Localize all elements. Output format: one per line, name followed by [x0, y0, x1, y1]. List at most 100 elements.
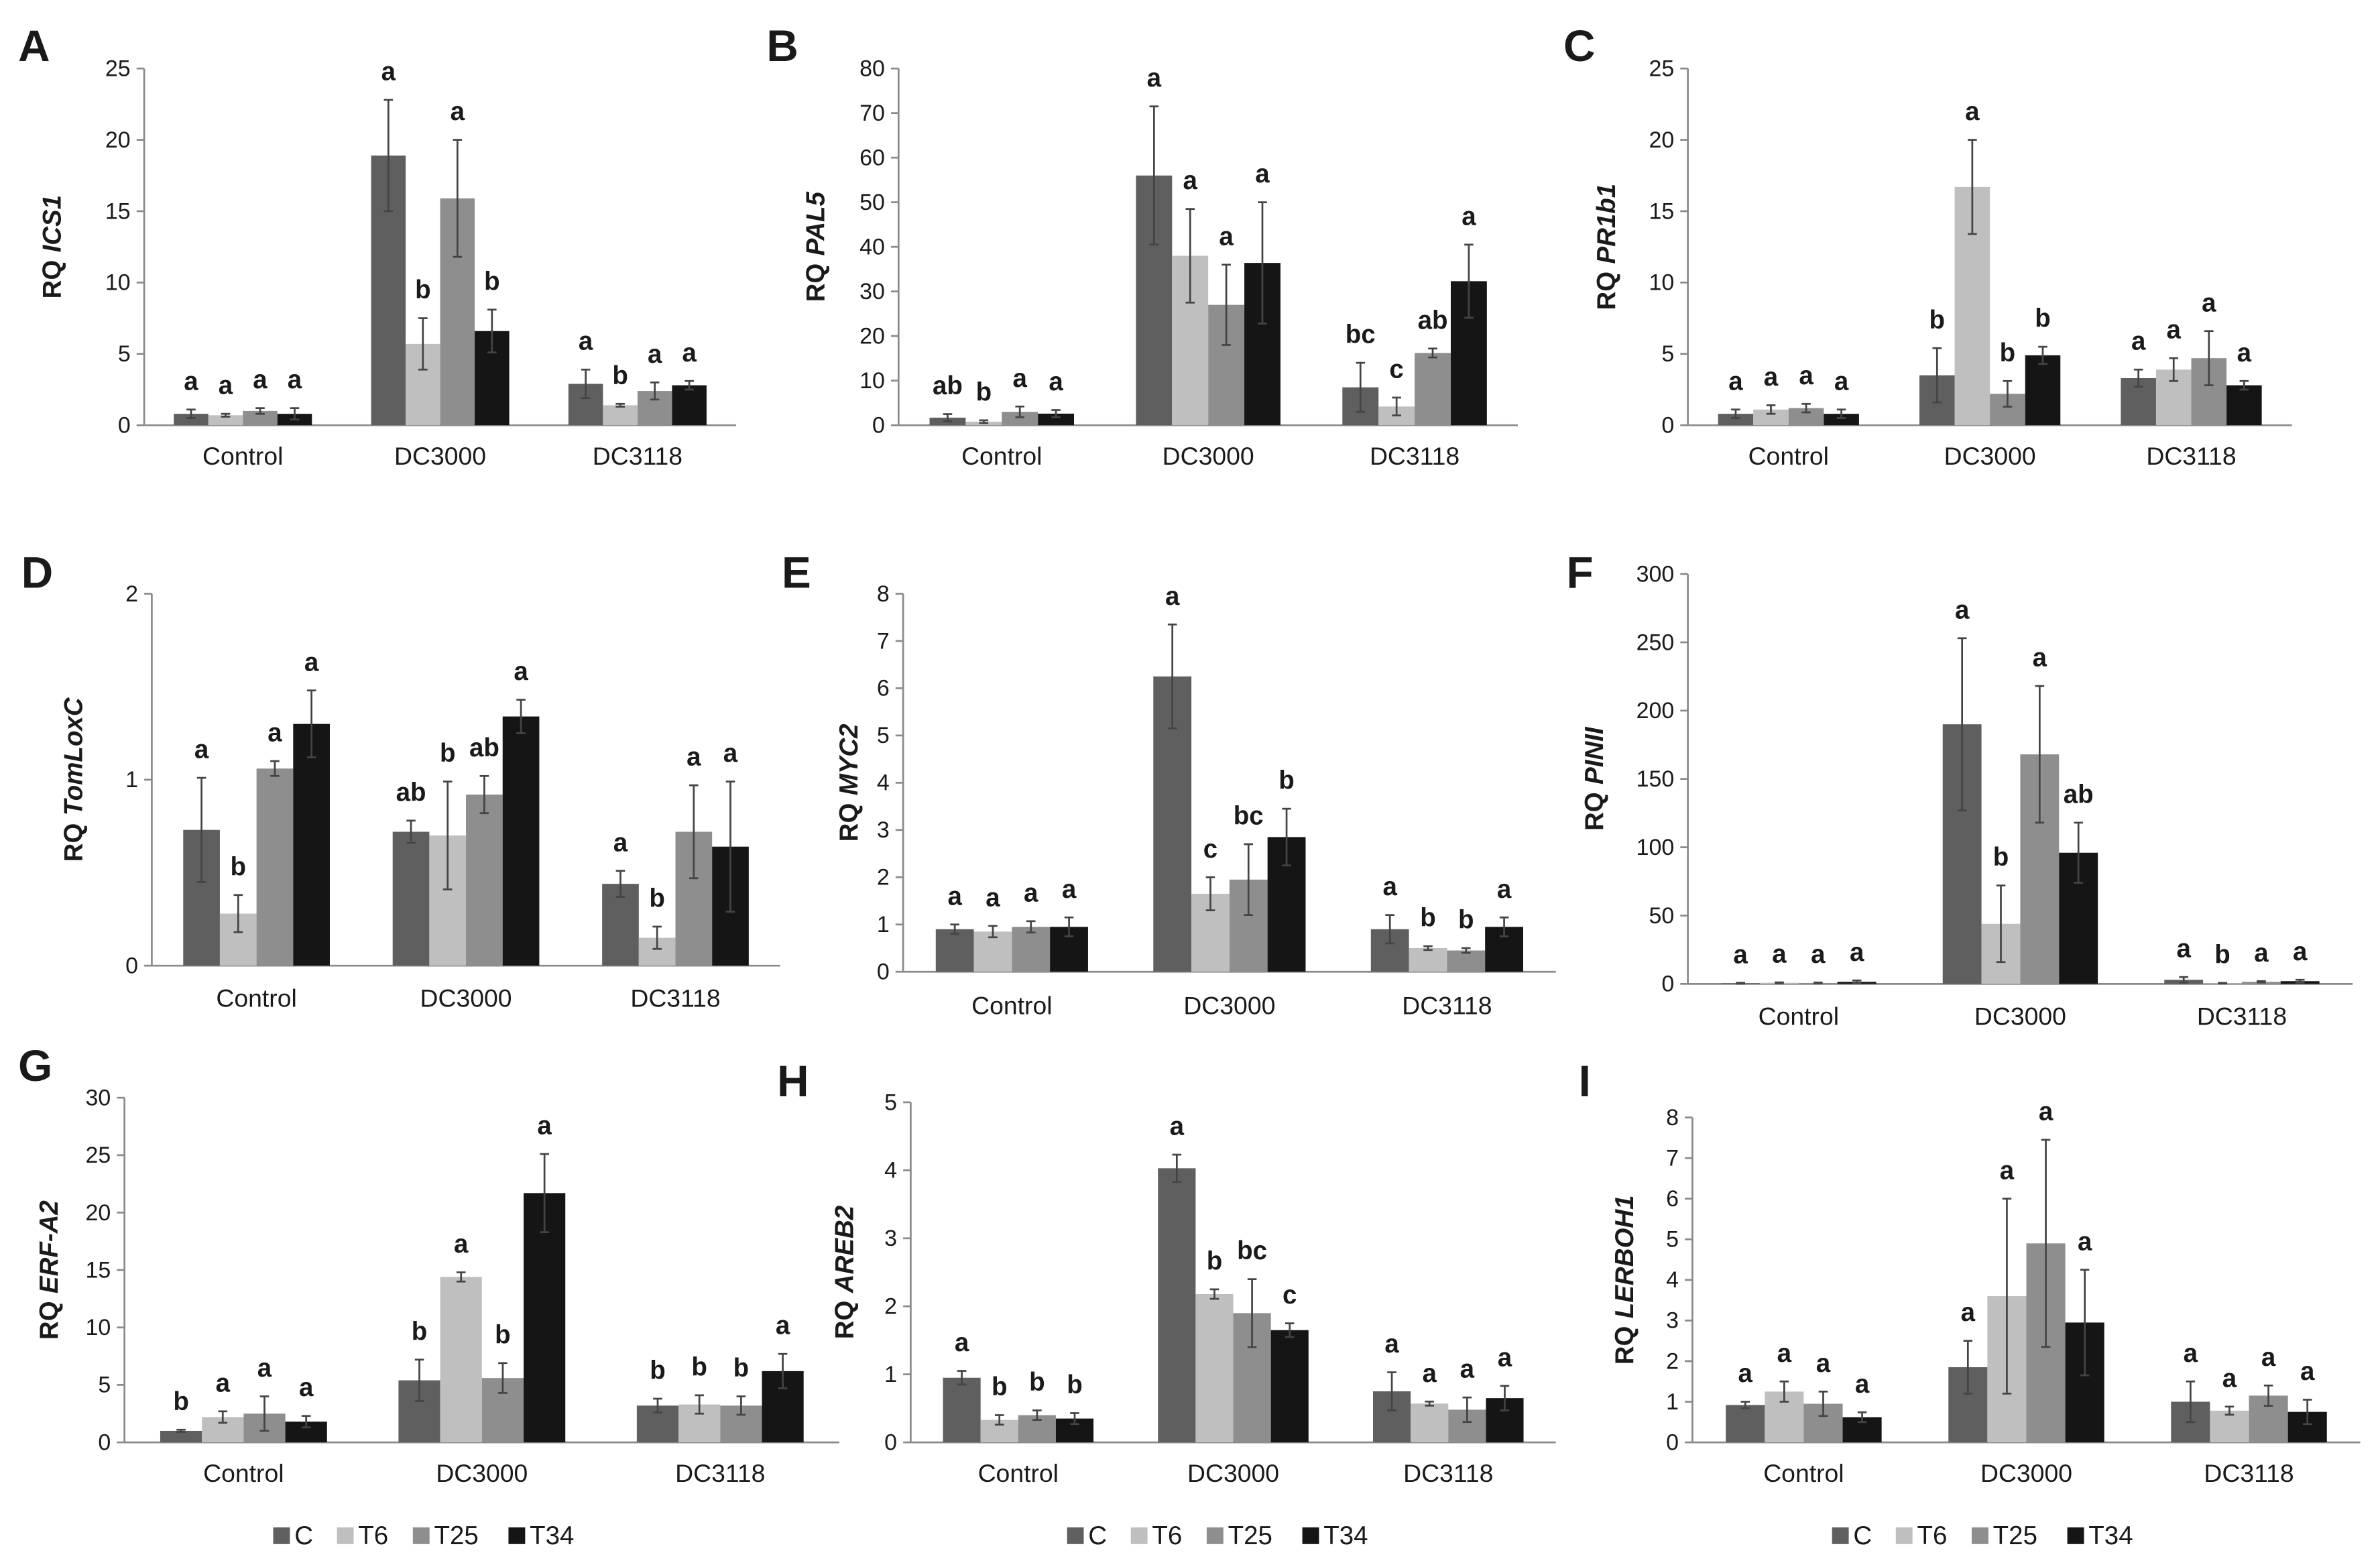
- significance-letter: a: [1384, 1330, 1399, 1358]
- y-axis-label: RQ LERBOH1: [1610, 1195, 1639, 1365]
- significance-letter: b: [415, 276, 431, 304]
- significance-letter: b: [1458, 906, 1474, 935]
- bar-t34: [672, 385, 707, 426]
- significance-letter: ab: [933, 371, 963, 400]
- significance-letter: a: [299, 1373, 314, 1402]
- y-axis-label-prefix: RQ: [1610, 1326, 1639, 1365]
- significance-letter: a: [1255, 160, 1270, 188]
- panel-letter: H: [777, 1057, 809, 1106]
- y-tick-label: 50: [859, 190, 885, 215]
- panel-letter: E: [782, 548, 811, 597]
- y-tick-label: 200: [1637, 698, 1675, 723]
- y-axis-label-gene: LERBOH1: [1610, 1195, 1639, 1318]
- y-tick-label: 0: [1666, 1430, 1679, 1455]
- significance-letter: a: [1460, 1355, 1475, 1384]
- category-label: DC3000: [420, 984, 512, 1012]
- significance-letter: a: [381, 58, 396, 86]
- y-axis-label-prefix: RQ: [38, 260, 67, 299]
- y-tick-label: 15: [1649, 198, 1674, 224]
- y-tick-label: 150: [1637, 766, 1675, 792]
- significance-letter: a: [1497, 875, 1512, 904]
- significance-letter: a: [1024, 878, 1038, 907]
- y-tick-label: 1: [877, 912, 890, 937]
- y-tick-label: 20: [859, 323, 885, 349]
- bar-t25: [1012, 927, 1051, 972]
- y-tick-label: 1: [125, 767, 138, 793]
- category-label: Control: [1763, 1459, 1844, 1487]
- y-axis-label-gene: AREB2: [830, 1206, 859, 1293]
- bar-t25: [466, 795, 503, 966]
- y-tick-label: 0: [1661, 413, 1674, 439]
- y-axis-label-prefix: RQ: [59, 823, 88, 862]
- bar-c: [943, 1377, 981, 1443]
- y-axis-label-prefix: RQ: [830, 1301, 859, 1340]
- y-tick-label: 5: [98, 1373, 111, 1398]
- bar-t34: [2025, 355, 2061, 426]
- y-axis-label: RQ PAL5: [801, 191, 830, 302]
- legend-2: C T6 T25 T34: [1067, 1521, 1368, 1550]
- y-tick-label: 0: [1661, 972, 1674, 997]
- bar-t6: [208, 415, 243, 426]
- y-tick-label: 80: [859, 56, 885, 81]
- bar-t34: [293, 723, 330, 966]
- y-axis-label-gene: ERF-A2: [35, 1200, 64, 1293]
- y-axis-label: RQ PINII: [1580, 726, 1609, 831]
- category-label: DC3000: [1163, 442, 1254, 470]
- category-label: DC3000: [1980, 1459, 2072, 1487]
- y-axis-label-gene: PINII: [1580, 726, 1609, 785]
- bar-t34: [2226, 385, 2262, 426]
- y-tick-label: 5: [1666, 1227, 1679, 1253]
- significance-letter: a: [304, 648, 319, 677]
- bar-t25: [1002, 412, 1038, 426]
- significance-letter: b: [612, 361, 628, 390]
- panel-letter: D: [21, 548, 53, 597]
- y-tick-label: 15: [105, 198, 131, 224]
- significance-letter: a: [194, 736, 209, 764]
- category-label: DC3118: [1402, 992, 1492, 1020]
- bar-t34: [1270, 1330, 1309, 1443]
- legend-1: C T6 T25 T34: [273, 1521, 574, 1550]
- legend-label: T25: [1228, 1521, 1272, 1550]
- significance-letter: c: [1389, 355, 1403, 384]
- legend-swatch: [2067, 1527, 2084, 1544]
- legend-swatch: [1206, 1527, 1224, 1544]
- significance-letter: a: [1049, 367, 1063, 396]
- significance-letter: a: [216, 1369, 231, 1397]
- significance-letter: c: [1203, 835, 1217, 864]
- bar-c: [1158, 1168, 1196, 1443]
- panel-letter: F: [1566, 548, 1593, 597]
- significance-letter: a: [1855, 1370, 1870, 1399]
- y-axis-label-prefix: RQ: [1580, 792, 1609, 831]
- significance-letter: b: [1067, 1371, 1083, 1399]
- significance-letter: a: [2300, 1357, 2315, 1386]
- significance-letter: a: [1498, 1343, 1512, 1372]
- legend-label: T6: [358, 1521, 388, 1550]
- significance-letter: a: [184, 367, 198, 396]
- y-tick-label: 0: [125, 953, 138, 979]
- y-tick-label: 25: [85, 1143, 111, 1168]
- legend-swatch: [412, 1527, 430, 1544]
- significance-letter: b: [2035, 304, 2051, 333]
- significance-letter: a: [537, 1112, 552, 1141]
- significance-letter: a: [257, 1354, 272, 1383]
- y-tick-label: 30: [85, 1085, 111, 1110]
- y-tick-label: 4: [884, 1158, 897, 1183]
- bar-t6: [1411, 1403, 1449, 1443]
- category-label: Control: [216, 984, 296, 1012]
- category-label: Control: [1748, 442, 1829, 470]
- significance-letter: a: [682, 339, 697, 367]
- significance-letter: a: [648, 340, 662, 369]
- significance-letter: ab: [2064, 780, 2094, 809]
- significance-letter: a: [1012, 364, 1027, 393]
- bar-t34: [524, 1193, 566, 1443]
- significance-letter: a: [1764, 363, 1779, 392]
- significance-letter: c: [1283, 1281, 1297, 1310]
- significance-letter: a: [2039, 1097, 2054, 1126]
- significance-letter: b: [412, 1317, 428, 1346]
- bar-t34: [1824, 414, 1859, 426]
- y-tick-label: 8: [877, 581, 890, 607]
